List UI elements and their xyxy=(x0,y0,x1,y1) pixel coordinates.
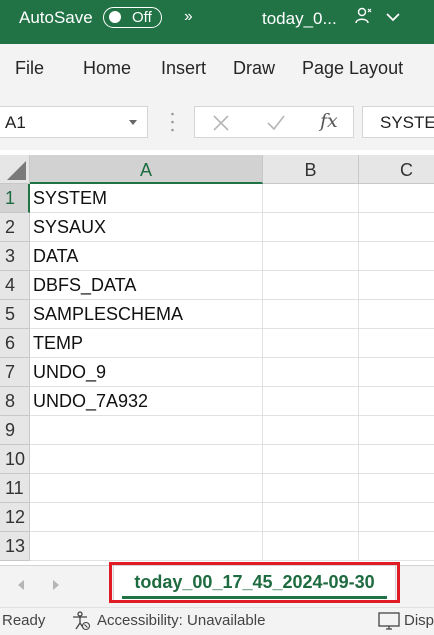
cell-b10[interactable] xyxy=(263,445,359,474)
cell-c10[interactable] xyxy=(359,445,434,474)
row-header[interactable]: 12 xyxy=(0,503,30,532)
cell-a1[interactable]: SYSTEM xyxy=(30,184,263,213)
cell-a3[interactable]: DATA xyxy=(30,242,263,271)
cell-b11[interactable] xyxy=(263,474,359,503)
cell-c6[interactable] xyxy=(359,329,434,358)
cell-c8[interactable] xyxy=(359,387,434,416)
status-ready: Ready xyxy=(2,612,46,629)
check-icon[interactable] xyxy=(266,114,286,132)
autosave-toggle[interactable]: Off xyxy=(103,7,162,28)
column-header-b[interactable]: B xyxy=(263,155,359,184)
select-all-corner[interactable] xyxy=(0,155,30,184)
vertical-dots-icon xyxy=(171,112,174,132)
cell-c1[interactable] xyxy=(359,184,434,213)
formula-content: SYSTEM xyxy=(380,113,434,132)
row-header[interactable]: 13 xyxy=(0,532,30,561)
display-settings-icon[interactable] xyxy=(378,612,400,630)
cell-a4[interactable]: DBFS_DATA xyxy=(30,271,263,300)
row-header[interactable]: 3 xyxy=(0,242,30,271)
spreadsheet-grid: A B C 1 SYSTEM 2 SYSAUX 3 DATA 4 DBFS_DA… xyxy=(0,155,434,565)
formula-buttons: fx xyxy=(194,106,354,138)
cell-c7[interactable] xyxy=(359,358,434,387)
cell-c9[interactable] xyxy=(359,416,434,445)
tab-insert[interactable]: Insert xyxy=(161,58,207,78)
cell-c4[interactable] xyxy=(359,271,434,300)
cell-b5[interactable] xyxy=(263,300,359,329)
select-all-triangle-icon xyxy=(7,161,26,180)
cell-a2[interactable]: SYSAUX xyxy=(30,213,263,242)
cell-a8[interactable]: UNDO_7A932 xyxy=(30,387,263,416)
cell-a11[interactable] xyxy=(30,474,263,503)
autosave-label: AutoSave xyxy=(19,8,93,27)
accessibility-status[interactable]: Accessibility: Unavailable xyxy=(97,612,266,629)
cell-c5[interactable] xyxy=(359,300,434,329)
display-settings-label[interactable]: Disp xyxy=(404,612,434,629)
sheet-nav-right-icon[interactable] xyxy=(53,580,59,590)
sheet-tab-underline xyxy=(122,596,387,599)
row-header[interactable]: 1 xyxy=(0,184,30,213)
cancel-icon[interactable] xyxy=(212,114,230,132)
sheet-nav-left-icon[interactable] xyxy=(18,580,24,590)
tab-home[interactable]: Home xyxy=(83,58,132,78)
cell-b2[interactable] xyxy=(263,213,359,242)
ribbon-tabs: File Home Insert Draw Page Layout xyxy=(0,44,434,94)
cell-b8[interactable] xyxy=(263,387,359,416)
cell-b3[interactable] xyxy=(263,242,359,271)
row-header[interactable]: 7 xyxy=(0,358,30,387)
cell-b12[interactable] xyxy=(263,503,359,532)
double-chevron-right-icon[interactable]: ›› xyxy=(184,8,193,25)
cell-b9[interactable] xyxy=(263,416,359,445)
sheet-tab-label: today_00_17_45_2024-09-30 xyxy=(134,572,375,592)
row-header[interactable]: 4 xyxy=(0,271,30,300)
cell-c3[interactable] xyxy=(359,242,434,271)
status-bar: Ready Accessibility: Unavailable Disp xyxy=(0,607,434,635)
row-header[interactable]: 2 xyxy=(0,213,30,242)
cell-b7[interactable] xyxy=(263,358,359,387)
document-title[interactable]: today_0... xyxy=(262,9,337,28)
cell-a7[interactable]: UNDO_9 xyxy=(30,358,263,387)
name-box[interactable]: A1 xyxy=(0,106,148,138)
name-box-dropdown-icon[interactable] xyxy=(129,120,137,125)
tab-draw[interactable]: Draw xyxy=(233,58,276,78)
accessibility-icon[interactable] xyxy=(71,611,91,631)
chevron-down-icon[interactable] xyxy=(386,12,400,22)
row-header[interactable]: 8 xyxy=(0,387,30,416)
person-icon[interactable] xyxy=(354,6,374,26)
column-header-c[interactable]: C xyxy=(359,155,434,184)
row-header[interactable]: 6 xyxy=(0,329,30,358)
row-header[interactable]: 9 xyxy=(0,416,30,445)
formula-bar: A1 fx SYSTEM xyxy=(0,94,434,150)
toggle-knob xyxy=(109,11,121,23)
cell-b1[interactable] xyxy=(263,184,359,213)
cell-b6[interactable] xyxy=(263,329,359,358)
cell-a9[interactable] xyxy=(30,416,263,445)
tab-file[interactable]: File xyxy=(15,58,45,78)
cell-a13[interactable] xyxy=(30,532,263,561)
row-header[interactable]: 11 xyxy=(0,474,30,503)
cell-c2[interactable] xyxy=(359,213,434,242)
cell-b13[interactable] xyxy=(263,532,359,561)
cell-c13[interactable] xyxy=(359,532,434,561)
title-bar: AutoSave Off ›› today_0... xyxy=(0,0,434,44)
name-box-value: A1 xyxy=(5,113,26,132)
insert-function-icon[interactable]: fx xyxy=(320,110,338,132)
sheet-tab-bar: today_00_17_45_2024-09-30 xyxy=(0,565,434,607)
formula-input[interactable]: SYSTEM xyxy=(362,106,434,138)
row-header[interactable]: 10 xyxy=(0,445,30,474)
sheet-tab-active[interactable]: today_00_17_45_2024-09-30 xyxy=(113,566,396,603)
cell-a10[interactable] xyxy=(30,445,263,474)
cell-b4[interactable] xyxy=(263,271,359,300)
cell-c11[interactable] xyxy=(359,474,434,503)
cell-a12[interactable] xyxy=(30,503,263,532)
row-header[interactable]: 5 xyxy=(0,300,30,329)
cell-a6[interactable]: TEMP xyxy=(30,329,263,358)
tab-page-layout[interactable]: Page Layout xyxy=(302,58,404,78)
cell-a5[interactable]: SAMPLESCHEMA xyxy=(30,300,263,329)
column-header-a[interactable]: A xyxy=(30,155,263,184)
cell-c12[interactable] xyxy=(359,503,434,532)
autosave-state: Off xyxy=(132,9,152,26)
